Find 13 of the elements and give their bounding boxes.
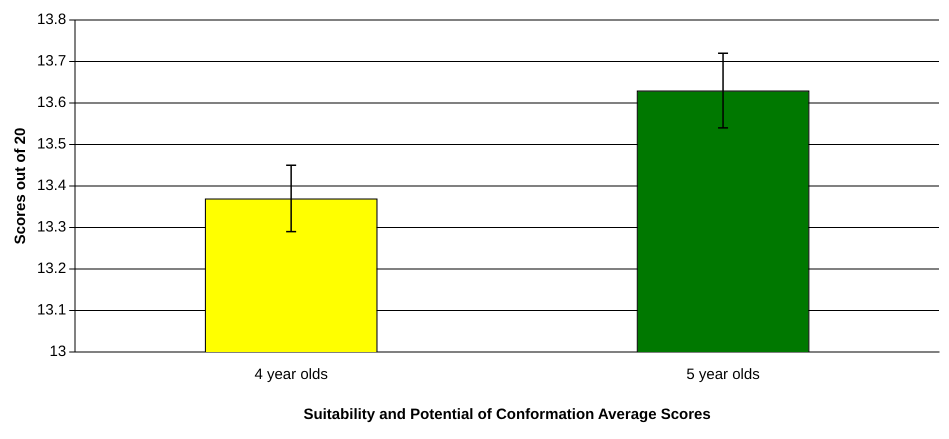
- y-tick-label: 13.7: [36, 52, 66, 70]
- y-tick-label: 13.5: [36, 136, 66, 153]
- x-tick-label: 5 year olds: [686, 366, 760, 384]
- y-tick-label: 13.8: [36, 11, 66, 28]
- x-tick-label: 4 year olds: [254, 366, 328, 384]
- y-tick-label: 13.4: [36, 177, 66, 194]
- y-tick-label: 13.1: [36, 302, 66, 319]
- y-tick-label: 13.3: [36, 218, 66, 236]
- y-tick-label: 13: [50, 343, 66, 360]
- y-tick-label: 13.2: [36, 260, 66, 278]
- y-axis-title: Scores out of 20: [12, 128, 30, 244]
- y-tick-label: 13.6: [36, 94, 66, 112]
- x-axis-title: Suitability and Potential of Conformation Average Scores: [303, 406, 711, 424]
